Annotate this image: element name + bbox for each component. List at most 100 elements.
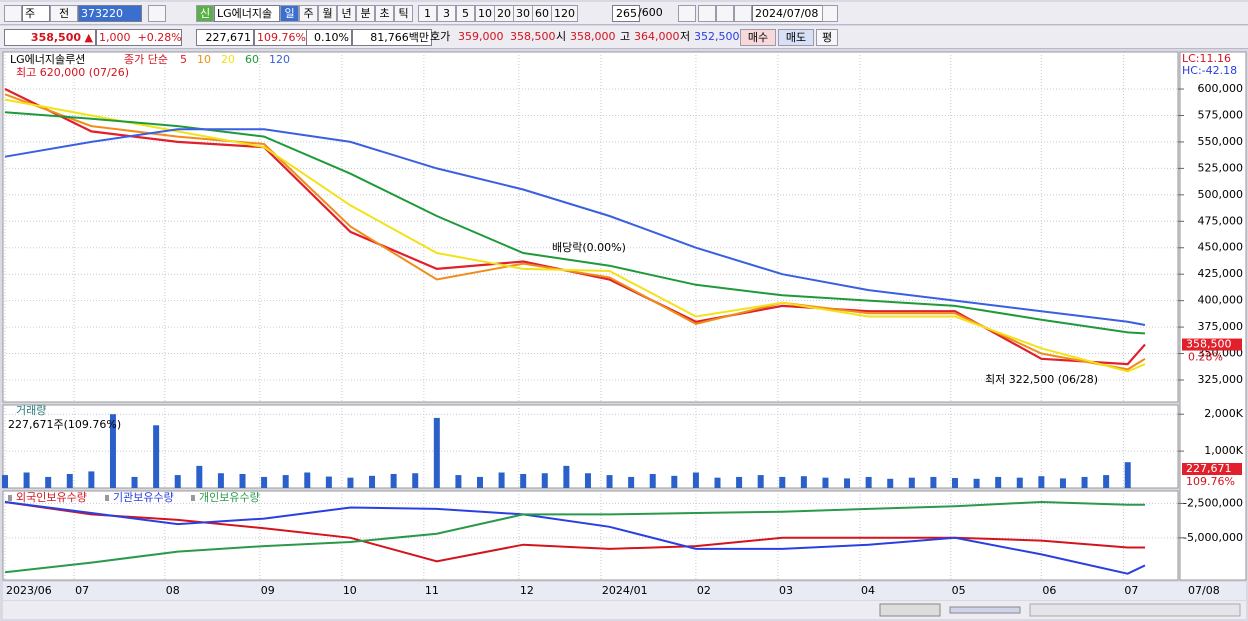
ask: 359,000 xyxy=(458,30,504,43)
change: 1,000 +0.28% xyxy=(96,29,182,46)
volume-bar xyxy=(1124,462,1131,488)
settings-button[interactable] xyxy=(734,5,752,22)
volume-bar xyxy=(865,476,872,488)
volume-title: 거래량 xyxy=(16,404,46,417)
change-pct: +0.28% xyxy=(137,31,182,44)
series-line xyxy=(4,98,1146,373)
y-tick-label: -2,500,000 xyxy=(1183,496,1243,509)
volume-bar xyxy=(714,477,721,488)
volume-bar xyxy=(628,476,635,488)
y-tick-label: 475,000 xyxy=(1198,214,1244,227)
interval-button[interactable]: 60 xyxy=(532,5,552,22)
save-button[interactable] xyxy=(716,5,734,22)
interval-button[interactable]: 30 xyxy=(513,5,533,22)
y-tick-label: 425,000 xyxy=(1198,267,1244,280)
period-button[interactable]: 주 xyxy=(299,5,318,22)
volume-bar xyxy=(671,475,678,488)
volume-bar xyxy=(930,476,937,488)
period-button[interactable]: 분 xyxy=(356,5,375,22)
sell-button[interactable]: 매도 xyxy=(778,29,814,46)
credit-badge: 신 xyxy=(196,5,214,22)
price: 358,500 ▲ xyxy=(4,29,96,46)
legend-swatch xyxy=(191,495,195,501)
volume-bar xyxy=(455,475,462,488)
high-label: 고 xyxy=(620,30,631,43)
volume-bar xyxy=(887,478,894,488)
y-tick-label: 400,000 xyxy=(1198,294,1244,307)
x-axis-strip xyxy=(3,582,1246,600)
zoom-slider[interactable] xyxy=(949,606,1021,614)
price-change-badge: 0.28% xyxy=(1188,351,1223,364)
interval-button[interactable]: 3 xyxy=(437,5,456,22)
volume-bar xyxy=(261,476,268,488)
volume-bar xyxy=(390,473,397,488)
y-tick-label: 325,000 xyxy=(1198,373,1244,386)
bid: 358,500 xyxy=(510,30,556,43)
series-line xyxy=(4,128,1146,326)
interval-button[interactable]: 120 xyxy=(551,5,578,22)
volume-bar xyxy=(606,475,613,488)
interval-button[interactable]: 20 xyxy=(494,5,514,22)
price-panel xyxy=(2,51,1179,403)
bar-count[interactable]: 265 xyxy=(612,5,640,22)
legend-swatch xyxy=(105,495,109,501)
series-line xyxy=(4,501,1146,575)
interval-button[interactable]: 10 xyxy=(475,5,495,22)
menu-button[interactable] xyxy=(4,5,22,22)
x-tick-label: 03 xyxy=(779,584,793,597)
price-badge xyxy=(1182,338,1242,351)
scroll-buttons[interactable] xyxy=(879,603,941,617)
period-button[interactable]: 년 xyxy=(337,5,356,22)
x-tick-label: 05 xyxy=(952,584,966,597)
prev-button[interactable]: 전 xyxy=(50,5,78,22)
volume-bar xyxy=(1103,475,1110,488)
tool-button[interactable] xyxy=(698,5,716,22)
low-label: 저 xyxy=(680,30,691,43)
volume-bar xyxy=(433,417,440,488)
eval-button[interactable]: 평 xyxy=(816,29,838,46)
period-select[interactable]: 주 xyxy=(22,5,50,22)
change-value: 1,000 xyxy=(99,31,131,44)
legend-entry: 5 xyxy=(180,53,187,66)
interval-button[interactable]: 1 xyxy=(418,5,437,22)
y-tick-label: 1,000K xyxy=(1204,444,1243,457)
period-button[interactable]: 초 xyxy=(375,5,394,22)
up-arrow: ▲ xyxy=(84,31,93,44)
open-label: 시 xyxy=(556,30,567,43)
tool-button[interactable] xyxy=(678,5,696,22)
calendar-button[interactable] xyxy=(822,5,838,22)
legend-swatch xyxy=(8,495,12,501)
x-tick-label: 06 xyxy=(1042,584,1056,597)
bar-max: /600 xyxy=(638,6,663,19)
search-button[interactable] xyxy=(148,5,166,22)
series-line xyxy=(4,93,1146,371)
interval-button[interactable]: 5 xyxy=(456,5,475,22)
volume-bar xyxy=(822,477,829,488)
volume-bar xyxy=(973,478,980,488)
volume-bar xyxy=(304,472,311,488)
low: 352,500 xyxy=(694,30,740,43)
series-line xyxy=(4,88,1146,366)
chart-subtitle: 종가 단순 xyxy=(124,53,168,66)
volume-bar xyxy=(239,473,246,488)
volume: 227,671 xyxy=(196,29,254,46)
volume-bar xyxy=(498,472,505,488)
legend-entry: 60 xyxy=(245,53,259,66)
volume-bar xyxy=(196,465,203,488)
price-badge-label: 358,500 xyxy=(1186,338,1232,351)
period-button[interactable]: 월 xyxy=(318,5,337,22)
code-input[interactable]: 373220 xyxy=(78,5,142,22)
quote-bar: 358,500 ▲ 1,000 +0.28% 227,671 109.76% 0… xyxy=(0,26,1248,49)
volume-bar xyxy=(757,475,764,488)
legend-entry: 10 xyxy=(197,53,211,66)
period-button[interactable]: 일 xyxy=(280,5,299,22)
date-input[interactable]: 2024/07/08 xyxy=(752,5,824,22)
x-tick-label: 12 xyxy=(520,584,534,597)
period-button[interactable]: 틱 xyxy=(394,5,413,22)
tool-icons[interactable] xyxy=(1029,603,1241,617)
buy-button[interactable]: 매수 xyxy=(740,29,776,46)
volume-bar xyxy=(45,476,52,488)
open: 358,000 xyxy=(570,30,616,43)
y-tick-label: 450,000 xyxy=(1198,241,1244,254)
